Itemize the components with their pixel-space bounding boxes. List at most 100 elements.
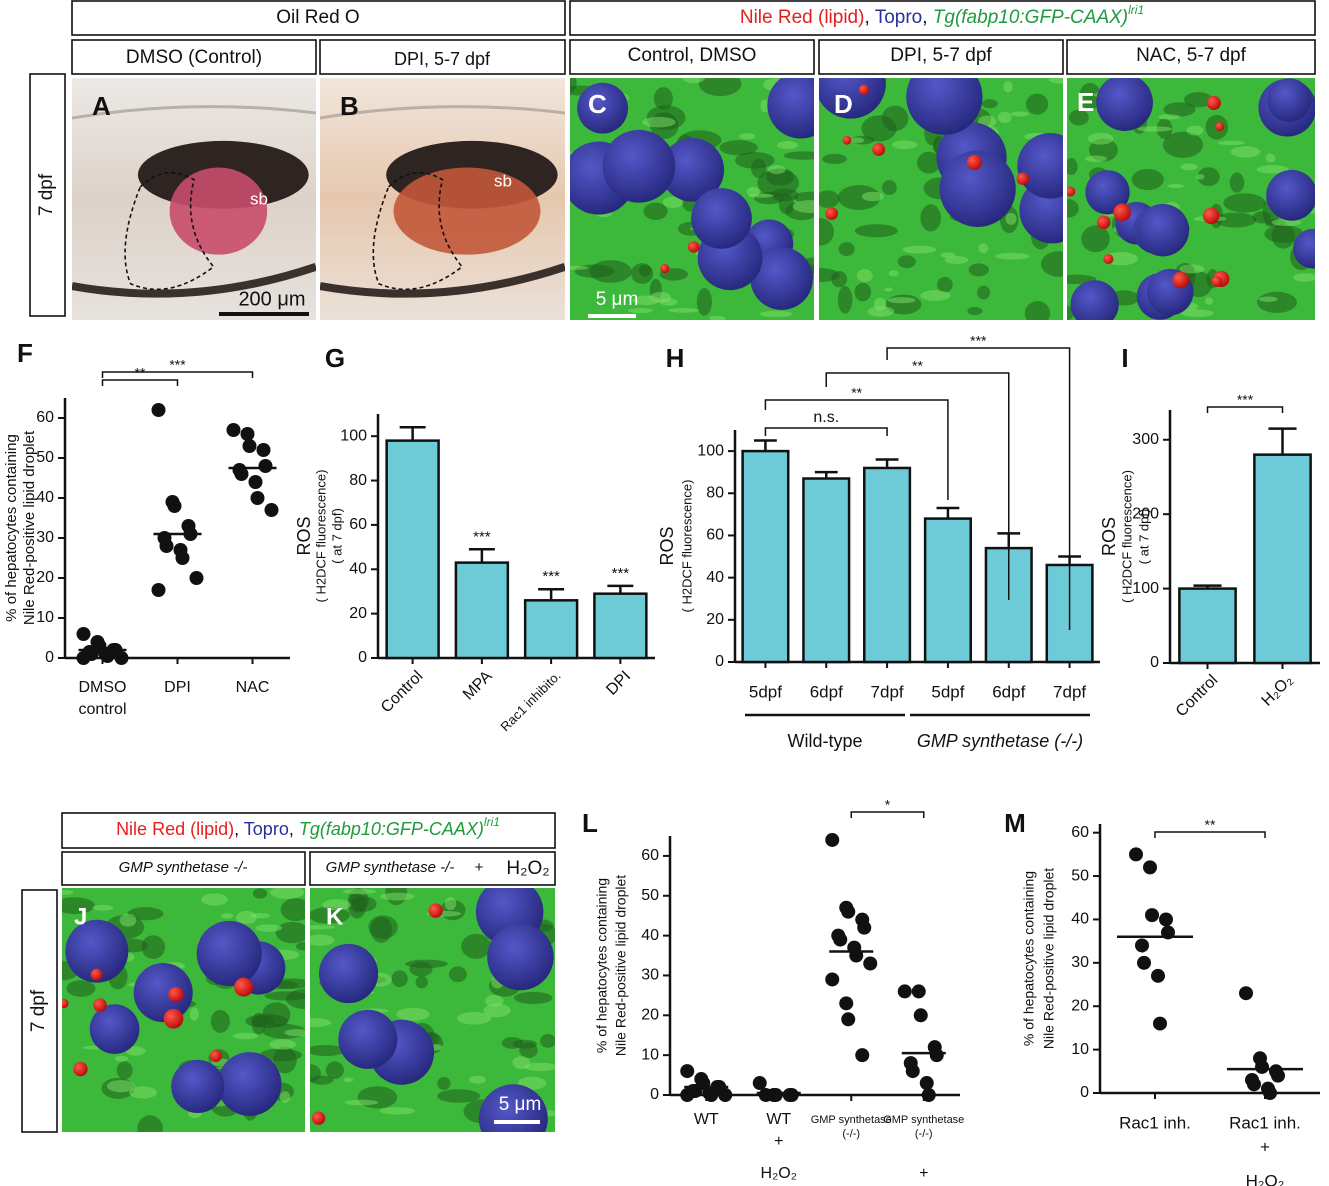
- significance: ***: [169, 357, 186, 373]
- lipid-droplet: [163, 1008, 184, 1029]
- highlight: [940, 252, 956, 259]
- image-annotations: A B C D E sb sb 200 μm 5 μm J K 5 μm: [74, 87, 1094, 1124]
- gap: [62, 897, 95, 915]
- y-tick-label: 60: [349, 516, 367, 533]
- highlight: [396, 1007, 430, 1021]
- image: [310, 888, 555, 1132]
- highlight: [760, 99, 770, 113]
- bar: [863, 466, 912, 664]
- highlight: [125, 1046, 146, 1056]
- data-point: [921, 1088, 936, 1102]
- data-point: [248, 475, 263, 489]
- highlight: [310, 1017, 332, 1028]
- highlight: [1230, 146, 1261, 158]
- highlight: [310, 934, 335, 946]
- gap: [1184, 92, 1213, 108]
- significance: ***: [970, 333, 987, 349]
- highlight: [106, 1080, 136, 1093]
- y-tick-label: 40: [349, 560, 367, 577]
- gap: [831, 271, 848, 288]
- nucleus: [487, 923, 554, 991]
- nucleus: [819, 78, 886, 119]
- x-tick-label: DPI: [164, 679, 191, 696]
- chart: F % of hepatocytes containing Nile Red-pos…: [3, 338, 290, 718]
- data-point: [1153, 1016, 1167, 1031]
- gap: [882, 180, 897, 195]
- scale-label: 5 μm: [596, 289, 639, 310]
- highlight: [978, 243, 989, 254]
- highlight: [1087, 132, 1114, 145]
- bar: [523, 599, 579, 660]
- column-box: [1066, 39, 1316, 75]
- gap: [838, 242, 855, 257]
- panel-letter: M: [1004, 808, 1026, 838]
- lipid-droplet: [1211, 275, 1223, 287]
- highlight: [1258, 296, 1278, 302]
- x-tick-label: MPA: [460, 668, 496, 704]
- y-tick-label: 100: [1132, 580, 1159, 597]
- lipid-droplet: [1202, 207, 1220, 225]
- x-tick-label: +: [1260, 1137, 1270, 1156]
- nucleus: [318, 943, 379, 1004]
- bar: [1253, 453, 1312, 665]
- x-tick-label: H₂O₂: [1259, 672, 1297, 710]
- highlight: [1167, 183, 1185, 189]
- gap: [783, 151, 814, 160]
- gap: [719, 140, 758, 156]
- highlight: [1085, 155, 1107, 163]
- data-point: [1151, 968, 1165, 983]
- image: [72, 78, 316, 320]
- highlight: [768, 165, 786, 175]
- gap: [405, 959, 448, 969]
- gap: [696, 288, 712, 316]
- panel-letter: B: [340, 91, 359, 121]
- data-point: [680, 1088, 695, 1102]
- highlight: [887, 297, 916, 304]
- data-point: [855, 1048, 870, 1063]
- lipid-droplet: [93, 998, 107, 1012]
- significance-bracket: [886, 347, 1071, 630]
- column-label: H₂O₂: [506, 858, 549, 879]
- x-tick-label: H₂O₂: [1246, 1171, 1285, 1186]
- lipid-droplet: [73, 1061, 88, 1077]
- highlight: [709, 315, 726, 320]
- highlight: [662, 196, 684, 208]
- group-label: GMP synthetase (-/-): [917, 731, 1083, 751]
- bar: [923, 517, 972, 664]
- gap: [370, 916, 393, 943]
- highlight: [62, 890, 74, 896]
- header-box: [61, 812, 556, 849]
- nucleus: [338, 1009, 398, 1069]
- header-segment: Topro: [244, 819, 289, 839]
- gap: [275, 921, 305, 944]
- highlight: [856, 269, 873, 283]
- panel-letter: K: [326, 903, 344, 930]
- panel-letter: C: [588, 89, 607, 119]
- lipid-droplet: [1206, 95, 1221, 111]
- data-point: [76, 651, 91, 665]
- column-label: +: [475, 859, 484, 876]
- y-tick-label: 20: [706, 611, 724, 628]
- gap: [127, 907, 164, 921]
- y-tick-label: 20: [36, 569, 54, 586]
- scale-label: 200 μm: [238, 288, 305, 310]
- data-point: [159, 539, 174, 553]
- highlight: [570, 265, 589, 270]
- y-tick-label: 80: [349, 472, 367, 489]
- gap: [137, 1115, 163, 1132]
- gap: [881, 105, 909, 132]
- bar: [593, 592, 648, 660]
- bar: [802, 477, 851, 664]
- data-point: [1137, 955, 1151, 970]
- data-point: [167, 499, 182, 513]
- data-point: [250, 491, 265, 505]
- highlight: [997, 111, 1012, 124]
- y-tick-label: 50: [36, 449, 54, 466]
- gap: [1131, 168, 1164, 191]
- image-panels: [62, 78, 1315, 1132]
- column-label: NAC, 5-7 dpf: [1136, 45, 1247, 66]
- panel-letter: J: [74, 903, 87, 930]
- highlight: [483, 1003, 511, 1018]
- gap: [897, 255, 916, 269]
- highlight: [343, 1077, 354, 1083]
